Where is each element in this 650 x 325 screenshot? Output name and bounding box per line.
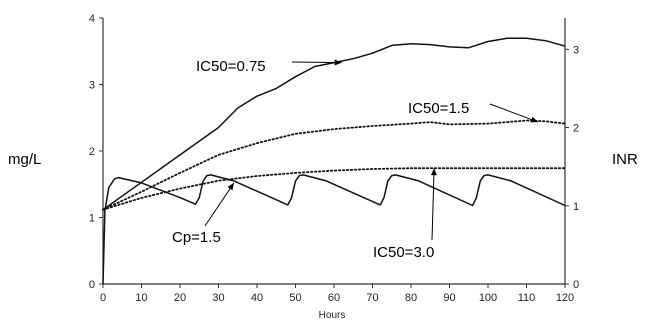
annotation-arrow [291,61,342,64]
x-tick-label: 30 [212,292,224,304]
annotation-arrow [431,168,435,241]
x-tick-label: 70 [366,292,378,304]
x-tick-label: 120 [556,292,574,304]
annotation-arrowhead [227,182,234,191]
annotation-arrow [204,182,235,227]
annotation-arrowhead [334,59,342,66]
y-right-tick-label: 2 [573,123,579,135]
x-tick-label: 10 [135,292,147,304]
annotation-label: Cp=1.5 [172,229,221,246]
y-right-tick-label: 0 [573,279,579,291]
x-tick-label: 20 [174,292,186,304]
annotation-arrowhead [430,168,437,176]
series-line-3 [102,167,566,211]
x-tick-label: 40 [251,292,263,304]
y-left-tick-label: 3 [89,80,95,92]
annotation-label: IC50=3.0 [373,244,434,261]
y-right-tick-label: 1 [573,201,579,213]
y-left-tick-label: 2 [89,146,95,158]
series-group [102,37,566,285]
x-tick-label: 0 [100,292,106,304]
annotations-group: IC50=0.75 IC50=1.5 IC50=3.0 Cp=1.5 [172,58,539,261]
x-tick-label: 60 [328,292,340,304]
x-tick-label: 90 [443,292,455,304]
annotation-label: IC50=1.5 [408,100,469,117]
x-tick-label: 50 [289,292,301,304]
annotation-arrow [489,103,539,123]
y-left-tick-label: 1 [89,213,95,225]
y-left-axis-label: mg/L [8,151,41,168]
x-tick-label: 110 [518,292,536,304]
x-tick-label: 80 [405,292,417,304]
series-line-2 [102,119,566,211]
y-right-axis-label: INR [612,151,638,168]
x-axis-label: Hours [319,310,346,321]
y-left-tick-label: 4 [89,13,95,25]
y-right-tick-label: 3 [573,44,579,56]
annotation-arrowhead [530,116,539,123]
series-line-0 [102,174,566,285]
annotation-label: IC50=0.75 [196,58,266,75]
y-left-tick-label: 0 [89,279,95,291]
x-tick-label: 100 [479,292,497,304]
series-line-1 [102,37,566,211]
